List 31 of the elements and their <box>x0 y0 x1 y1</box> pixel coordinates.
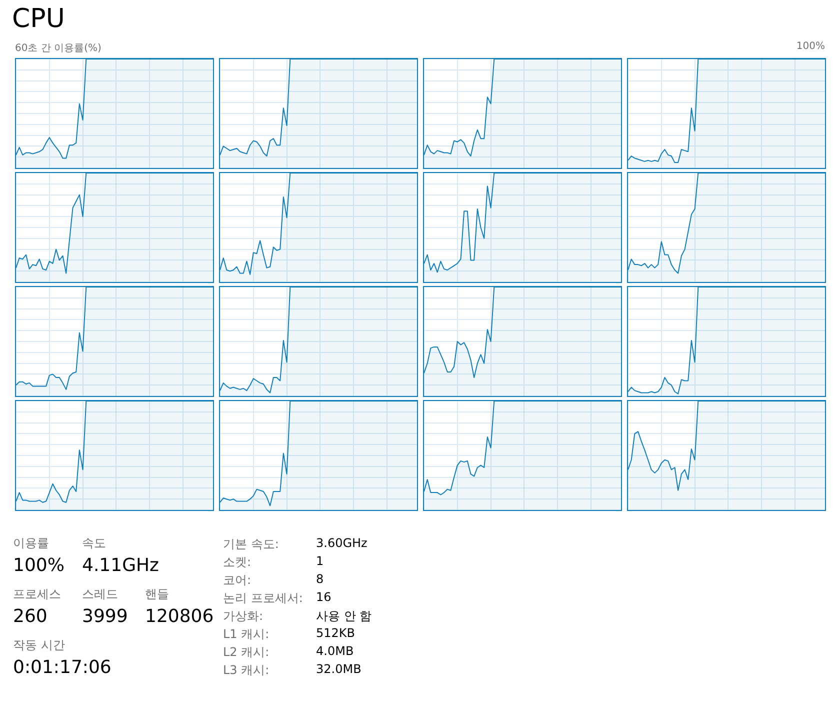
text: 스레드 <box>82 586 118 603</box>
text: L1 캐시: <box>223 626 270 643</box>
text: 32.0MB <box>316 662 362 676</box>
text: 속도 <box>82 535 106 552</box>
text: 3.60GHz <box>316 536 368 550</box>
text: CPU <box>12 4 65 34</box>
text: 기본 속도: <box>223 536 279 553</box>
text: 4.11GHz <box>82 555 160 576</box>
text: 16 <box>316 590 332 604</box>
text: 작동 시간 <box>13 637 65 654</box>
text: 120806 <box>145 606 214 627</box>
text: 프로세스 <box>13 586 61 603</box>
text: 260 <box>13 606 48 627</box>
text: L2 캐시: <box>223 644 270 661</box>
text: 512KB <box>316 626 356 640</box>
text: 핸들 <box>145 586 169 603</box>
text: L3 캐시: <box>223 662 270 679</box>
text: 소켓: <box>223 554 252 571</box>
text: 0:01:17:06 <box>13 657 112 678</box>
text: 논리 프로세서: <box>223 590 303 607</box>
text: 1 <box>316 554 324 568</box>
text: 사용 안 함 <box>316 608 372 625</box>
text: 가상화: <box>223 608 264 625</box>
text: 100% <box>13 555 64 576</box>
text: 4.0MB <box>316 644 354 658</box>
text: 60초 간 이용률(%) <box>15 42 102 55</box>
text: 코어: <box>223 572 252 589</box>
text: 3999 <box>82 606 128 627</box>
text: 이용률 <box>13 535 49 552</box>
text: 100% <box>796 41 825 52</box>
text: 8 <box>316 572 324 586</box>
